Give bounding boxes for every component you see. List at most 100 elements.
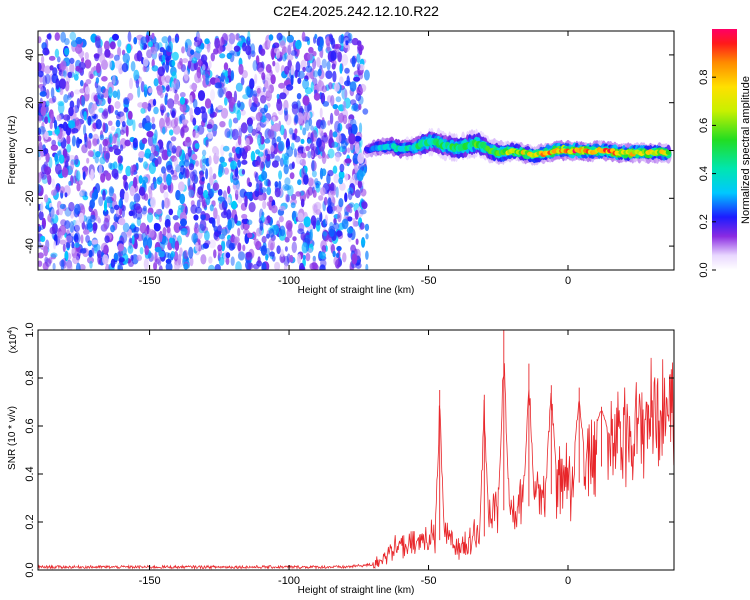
noise-blob — [332, 131, 338, 138]
noise-blob — [327, 148, 335, 159]
noise-blob — [195, 241, 199, 252]
noise-blob — [302, 66, 306, 72]
noise-blob — [113, 204, 120, 211]
noise-blob — [319, 107, 323, 119]
noise-blob — [66, 134, 71, 145]
noise-blob — [66, 261, 73, 270]
noise-blob — [143, 84, 148, 91]
noise-blob — [321, 168, 327, 177]
noise-blob — [83, 229, 90, 235]
noise-blob — [100, 173, 106, 183]
x-tick-label: 0 — [565, 275, 571, 287]
noise-blob — [144, 227, 149, 236]
noise-blob — [209, 166, 213, 178]
noise-blob — [114, 101, 121, 109]
noise-blob — [131, 235, 135, 245]
noise-blob — [64, 192, 68, 198]
noise-blob — [153, 106, 159, 115]
noise-blob — [191, 153, 198, 161]
noise-blob — [208, 155, 212, 166]
noise-blob — [247, 219, 253, 226]
noise-blob — [109, 133, 113, 145]
noise-blob — [88, 249, 93, 258]
noise-blob — [237, 242, 242, 252]
noise-blob — [88, 132, 93, 139]
noise-blob — [295, 191, 302, 197]
noise-blob — [193, 223, 200, 234]
noise-blob — [286, 84, 294, 91]
noise-blob — [38, 241, 42, 249]
noise-blob — [241, 213, 248, 220]
noise-blob — [267, 38, 271, 49]
noise-blob — [129, 185, 136, 197]
noise-blob — [358, 103, 362, 111]
noise-blob — [137, 86, 141, 98]
noise-blob — [293, 148, 297, 158]
noise-blob — [47, 32, 52, 41]
noise-blob — [225, 90, 233, 99]
noise-blob — [338, 112, 345, 123]
noise-blob — [108, 162, 113, 169]
noise-blob — [103, 244, 109, 255]
noise-blob — [361, 201, 368, 210]
noise-blob — [133, 226, 140, 233]
noise-blob — [185, 136, 191, 143]
noise-blob — [75, 36, 83, 45]
noise-blob — [241, 159, 248, 165]
noise-blob — [257, 256, 261, 264]
noise-blob — [112, 33, 119, 41]
noise-blob — [83, 124, 87, 136]
noise-blob — [261, 170, 268, 181]
noise-blob — [138, 122, 144, 129]
noise-blob — [112, 193, 117, 203]
noise-blob — [59, 88, 64, 96]
noise-blob — [213, 225, 218, 232]
noise-blob — [360, 188, 367, 197]
noise-blob — [89, 73, 94, 80]
noise-blob — [230, 234, 236, 243]
noise-blob — [148, 251, 152, 259]
noise-blob — [188, 184, 194, 190]
noise-blob — [225, 77, 229, 84]
noise-blob — [225, 257, 230, 266]
noise-blob — [207, 131, 214, 139]
noise-blob — [69, 63, 75, 74]
noise-blob — [42, 75, 48, 86]
noise-blob — [122, 222, 130, 233]
noise-blob — [67, 71, 73, 79]
noise-blob — [247, 124, 253, 134]
noise-blob — [329, 112, 334, 125]
noise-blob — [109, 187, 115, 194]
noise-blob — [297, 145, 305, 154]
noise-blob — [127, 245, 134, 254]
noise-blob — [191, 82, 198, 91]
noise-blob — [334, 120, 341, 133]
noise-blob — [51, 214, 59, 224]
noise-blob — [187, 60, 192, 69]
noise-blob — [228, 128, 233, 140]
noise-blob — [151, 116, 155, 124]
noise-blob — [92, 138, 98, 147]
noise-blob — [39, 91, 47, 97]
noise-blob — [148, 162, 156, 175]
noise-blob — [144, 245, 149, 256]
noise-blob — [112, 144, 119, 150]
noise-blob — [220, 107, 229, 119]
y-tick-label: 0.6 — [24, 418, 36, 433]
noise-blob — [169, 129, 174, 136]
noise-blob — [102, 189, 106, 201]
noise-blob — [222, 87, 226, 95]
noise-blob — [226, 209, 232, 220]
noise-blob — [248, 98, 252, 108]
noise-blob — [117, 162, 123, 174]
noise-blob — [305, 252, 311, 262]
noise-blob — [166, 173, 172, 186]
noise-blob — [66, 143, 72, 153]
x-tick-label: 0 — [565, 575, 571, 587]
noise-blob — [138, 151, 146, 159]
noise-blob — [82, 171, 86, 181]
noise-blob — [235, 261, 242, 270]
noise-blob — [174, 117, 179, 127]
noise-blob — [87, 115, 92, 126]
noise-blob — [194, 206, 202, 214]
